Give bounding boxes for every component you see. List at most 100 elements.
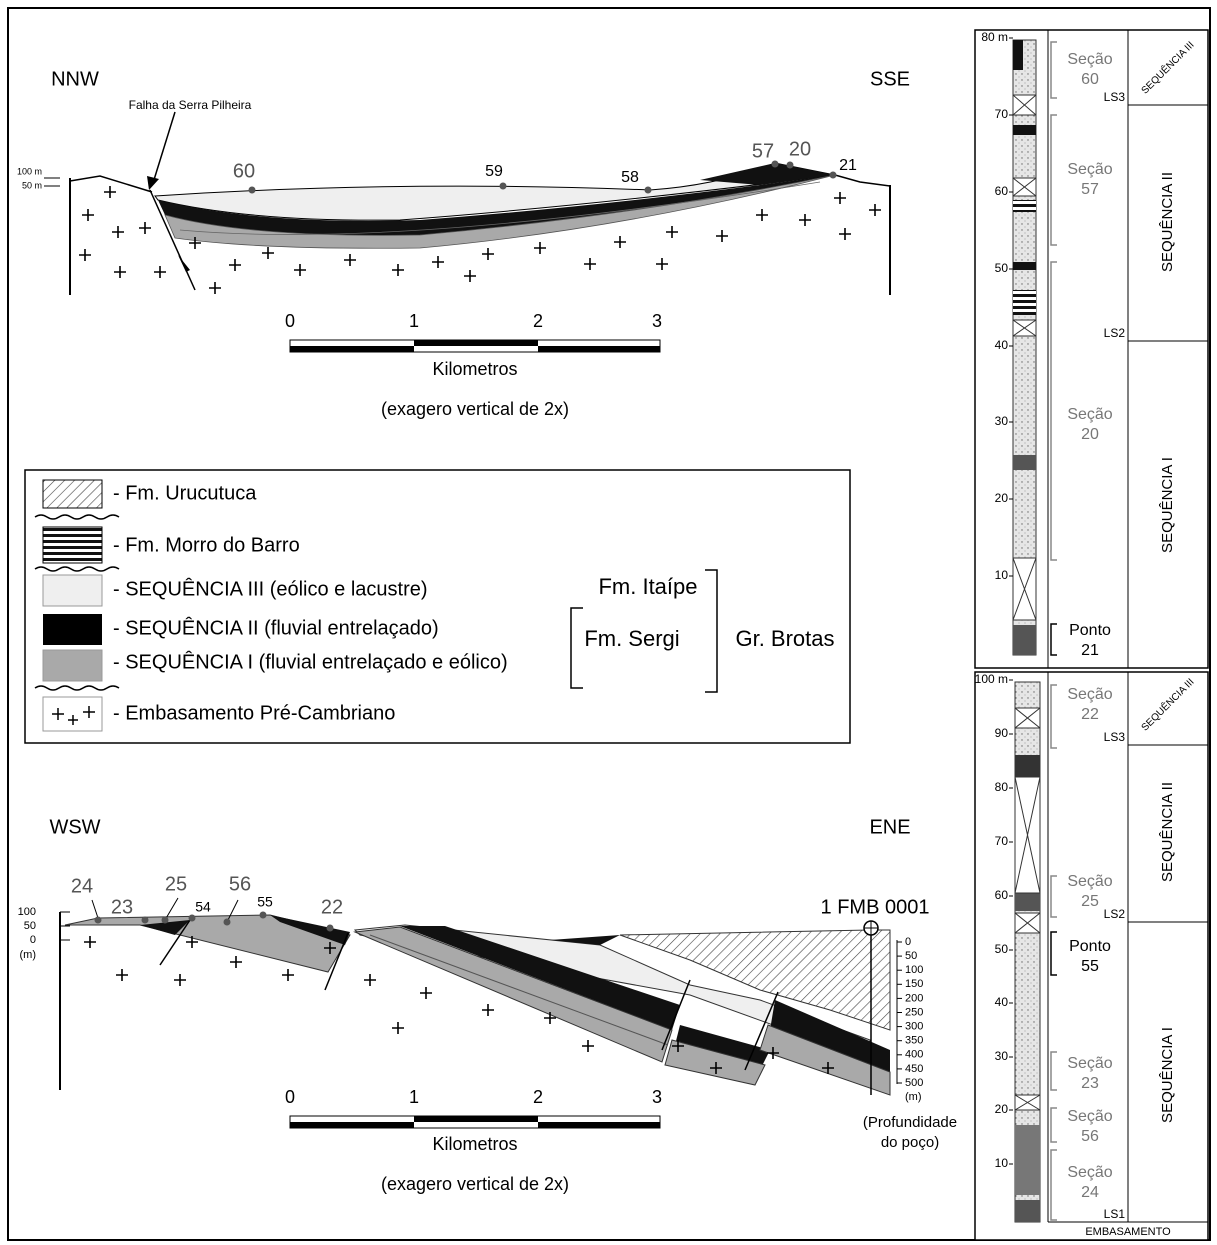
shape xyxy=(147,176,159,190)
shape xyxy=(538,1122,660,1128)
basement-cross xyxy=(114,266,126,278)
basement-cross xyxy=(139,222,151,234)
point-label: 23 xyxy=(111,896,133,918)
depth-label: (m) xyxy=(905,1091,922,1103)
legend-item: - SEQUÊNCIA II (fluvial entrelaçado) xyxy=(113,616,439,639)
legend-group: Fm. Sergi xyxy=(584,626,679,651)
boundary-label: LS3 xyxy=(1104,730,1126,744)
basement-cross xyxy=(420,987,432,999)
basement-cross xyxy=(392,1022,404,1034)
scale-tick-label: 3 xyxy=(652,311,662,331)
sequence-label: SEQUÊNCIA I xyxy=(1159,457,1176,553)
shape xyxy=(1013,125,1036,135)
basement-cross xyxy=(716,230,728,242)
depth-label: 20 xyxy=(995,1102,1009,1116)
legend-group: Fm. Itaípe xyxy=(598,574,697,599)
basement-cross xyxy=(230,956,242,968)
shape xyxy=(1015,1200,1040,1222)
legend-item: - SEQUÊNCIA III (eólico e lacustre) xyxy=(113,577,428,600)
sequence-label: SEQUÊNCIA II xyxy=(1159,782,1176,882)
point-marker xyxy=(142,917,149,924)
shape xyxy=(1015,755,1040,777)
point-label: 56 xyxy=(229,873,251,895)
shape xyxy=(414,1116,538,1122)
boundary-label: LS1 xyxy=(1104,1207,1126,1221)
depth-label: 100 xyxy=(905,964,923,976)
depth-label: 400 xyxy=(905,1049,923,1061)
fault-label: Falha da Serra Pilheira xyxy=(129,98,252,112)
interval-label: 23 xyxy=(1081,1075,1099,1092)
interval-label: 56 xyxy=(1081,1128,1099,1145)
interval-label: 21 xyxy=(1081,642,1099,659)
scale-tick-label: 1 xyxy=(409,1087,419,1107)
depth-label: 30 xyxy=(995,414,1009,428)
interval-label: 25 xyxy=(1081,893,1099,910)
depth-label: 0 xyxy=(905,936,911,948)
basement-cross xyxy=(79,249,91,261)
shape xyxy=(835,175,890,186)
legend-item: - Fm. Urucutuca xyxy=(113,482,257,504)
point-label: 57 xyxy=(752,140,774,162)
boundary-label: LS3 xyxy=(1104,90,1126,104)
shape xyxy=(414,340,538,346)
depth-caption: do poço) xyxy=(881,1134,939,1151)
basement-cross xyxy=(582,1040,594,1052)
basement-cross xyxy=(82,209,94,221)
basement-cross xyxy=(174,974,186,986)
basement-cross xyxy=(432,256,444,268)
direction-label: NNW xyxy=(51,68,99,90)
basement-cross xyxy=(282,969,294,981)
depth-label: 30 xyxy=(995,1049,1009,1063)
elevation-label: (m) xyxy=(20,949,37,961)
boundary-label: LS2 xyxy=(1104,326,1126,340)
shape xyxy=(1015,1125,1040,1195)
shape xyxy=(1013,455,1036,470)
point-label: 59 xyxy=(485,163,503,180)
interval-label: Seção xyxy=(1067,1108,1112,1125)
interval-label: Seção xyxy=(1067,51,1112,68)
shape xyxy=(43,614,102,645)
depth-label: 100 m xyxy=(975,672,1008,686)
point-label: 58 xyxy=(621,169,639,186)
interval-label: Ponto xyxy=(1069,622,1111,639)
shape xyxy=(290,346,414,352)
point-marker xyxy=(260,912,267,919)
depth-label: 50 xyxy=(995,942,1009,956)
shape xyxy=(1013,200,1036,212)
point-label: 22 xyxy=(321,896,343,918)
basement-cross xyxy=(666,226,678,238)
elevation-label: 100 xyxy=(18,906,36,918)
depth-label: 10 xyxy=(995,568,1009,582)
direction-label: WSW xyxy=(49,816,100,838)
depth-label: 20 xyxy=(995,491,1009,505)
depth-label: 50 xyxy=(995,261,1009,275)
shape xyxy=(178,255,190,272)
shape xyxy=(538,346,660,352)
depth-label: 250 xyxy=(905,1006,923,1018)
depth-label: 350 xyxy=(905,1035,923,1047)
well-label: 1 FMB 0001 xyxy=(821,896,930,918)
depth-label: 90 xyxy=(995,726,1009,740)
depth-label: 150 xyxy=(905,978,923,990)
scale-tick-label: 1 xyxy=(409,311,419,331)
interval-label: Seção xyxy=(1067,406,1112,423)
shape xyxy=(43,697,102,731)
depth-label: 450 xyxy=(905,1063,923,1075)
depth-label: 40 xyxy=(995,338,1009,352)
elevation-label: 0 xyxy=(30,934,36,946)
depth-label: 200 xyxy=(905,992,923,1004)
shape xyxy=(975,672,1208,1240)
point-label: 55 xyxy=(257,894,273,910)
basement-cross xyxy=(154,266,166,278)
interval-label: 22 xyxy=(1081,706,1099,723)
basement-cross xyxy=(534,242,546,254)
sequence-label: SEQUÊNCIA I xyxy=(1159,1027,1176,1123)
shape xyxy=(1015,893,1040,911)
point-marker xyxy=(95,917,102,924)
scale-unit: Kilometros xyxy=(432,1134,517,1154)
sequence-label: SEQUÊNCIA II xyxy=(1159,172,1176,272)
point-marker xyxy=(249,187,256,194)
point-marker xyxy=(645,187,652,194)
basement-cross xyxy=(656,258,668,270)
depth-label: 60 xyxy=(995,184,1009,198)
